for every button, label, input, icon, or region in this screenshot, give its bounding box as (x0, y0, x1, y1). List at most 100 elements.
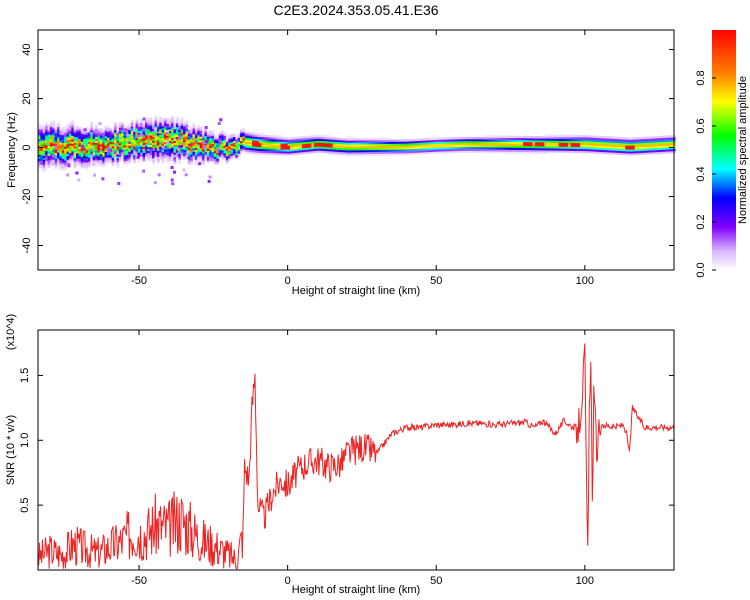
heatmap-cell (489, 149, 493, 152)
heatmap-cell (102, 135, 105, 138)
heatmap-cell (325, 140, 329, 144)
heatmap-cell (599, 141, 602, 145)
heatmap-cell (263, 152, 267, 156)
heatmap-cell (68, 139, 72, 142)
heatmap-cell (228, 154, 231, 157)
heatmap-cell (118, 150, 122, 154)
heatmap-cell (147, 154, 151, 157)
heatmap-cell (232, 154, 236, 157)
heatmap-cell (530, 139, 533, 143)
heatmap-cell (290, 137, 293, 140)
heatmap-cell (299, 136, 303, 139)
heatmap-cell (240, 140, 243, 144)
heatmap-cell (354, 142, 357, 145)
heatmap-cell (237, 137, 241, 140)
heatmap-cell (473, 142, 476, 146)
heatmap-cell (406, 139, 410, 142)
heatmap-cell (523, 147, 526, 151)
heatmap-cell (135, 120, 139, 123)
heatmap-cell (435, 137, 438, 140)
heatmap-cell (589, 149, 593, 152)
heatmap-cell (161, 155, 165, 158)
heatmap-cell (615, 140, 619, 144)
heatmap-cell (49, 140, 53, 143)
heatmap-cell (42, 126, 46, 129)
x-tick-label: 50 (430, 275, 442, 287)
heatmap-cell (87, 129, 91, 133)
y-tick-label: 20 (21, 92, 33, 104)
heatmap-cell (194, 153, 198, 156)
heatmap-cell (199, 138, 203, 141)
heatmap-cell (164, 147, 167, 150)
heatmap-cell (199, 155, 203, 159)
heatmap-cell (375, 151, 379, 154)
heatmap-cell (549, 144, 552, 147)
heatmap-cell (318, 134, 322, 137)
heatmap-cell (211, 136, 215, 139)
heatmap-cell (142, 140, 146, 144)
heatmap-cell (439, 143, 443, 146)
heatmap-cell (52, 161, 56, 164)
heatmap-cell (116, 158, 120, 161)
heatmap-cell (76, 135, 79, 138)
heatmap-cell (168, 140, 172, 143)
heatmap-cell (356, 153, 360, 157)
heatmap-cell (140, 158, 144, 161)
heatmap-cell (142, 132, 146, 136)
heatmap-cell (140, 126, 144, 130)
heatmap-cell (166, 123, 170, 126)
heatmap-cell (54, 158, 58, 161)
heatmap-cell (61, 148, 65, 151)
heatmap-cell (513, 149, 517, 152)
heatmap-cell (297, 138, 300, 141)
heatmap-cell (254, 148, 258, 151)
heatmap-cell (575, 138, 579, 142)
heatmap-cell (504, 143, 507, 146)
heatmap-cell (173, 132, 177, 136)
heatmap-cell (254, 140, 258, 143)
heatmap-cell (40, 138, 44, 142)
heatmap-cell (256, 144, 260, 147)
heatmap-cell (178, 133, 182, 137)
heatmap-cell (306, 135, 310, 138)
heatmap-cell (109, 159, 113, 162)
heatmap-cell (492, 149, 495, 152)
heatmap-cell (47, 145, 51, 149)
heatmap-cell (49, 152, 53, 155)
heatmap-cell (551, 144, 555, 147)
heatmap-cell (420, 150, 424, 153)
heatmap-cell (394, 141, 398, 144)
heatmap-cell (549, 148, 552, 151)
heatmap-cell (251, 151, 255, 155)
heatmap-cell (128, 161, 132, 164)
heatmap-cell (553, 144, 557, 147)
heatmap-cell (49, 162, 53, 165)
heatmap-cell (121, 131, 124, 135)
heatmap-cell (328, 146, 331, 150)
heatmap-cell (320, 150, 324, 153)
heatmap-cell (73, 130, 77, 133)
heatmap-cell (175, 144, 179, 147)
heatmap-cell (313, 140, 317, 144)
heatmap-cell (603, 136, 607, 139)
heatmap-cell (632, 137, 636, 140)
heatmap-cell (104, 132, 108, 135)
heatmap-cell (361, 153, 365, 157)
heatmap-cell (553, 134, 557, 137)
heatmap-cell (109, 137, 113, 141)
heatmap-cell (356, 138, 360, 141)
heatmap-cell (152, 126, 155, 130)
heatmap-cell (161, 137, 165, 141)
heatmap-cell (523, 143, 526, 147)
heatmap-cell (446, 150, 450, 154)
heatmap-cell (542, 140, 545, 143)
heatmap-cell (97, 136, 101, 139)
heatmap-cell (520, 143, 524, 147)
heatmap-cell (54, 148, 58, 152)
heatmap-cell (232, 134, 236, 138)
heatmap-cell (247, 151, 251, 154)
heatmap-cell (83, 148, 86, 151)
heatmap-cell (73, 156, 77, 159)
heatmap-cell (375, 147, 379, 151)
heatmap-cell (209, 133, 212, 137)
